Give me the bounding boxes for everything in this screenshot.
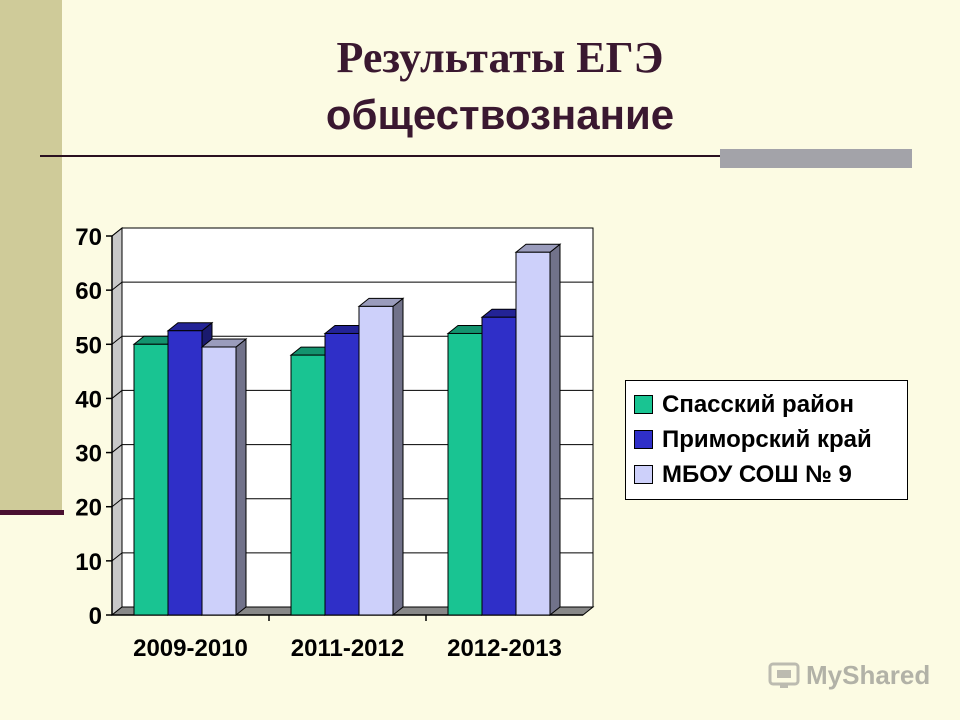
gridline-depth-60 (111, 281, 123, 291)
legend-label-spassky: Спасский район (662, 390, 854, 418)
x-tick-label-1: 2011-2012 (291, 635, 404, 662)
x-tick-label-2: 2012-2013 (447, 635, 562, 662)
bar-side-1-2 (392, 297, 404, 617)
bar-side-2-2 (549, 243, 561, 617)
bar-2-2 (515, 251, 551, 616)
bar-0-2 (201, 346, 237, 616)
bar-0-0 (133, 343, 169, 616)
legend-swatch-school (634, 465, 653, 484)
y-tick-label-0: 0 (89, 603, 102, 630)
legend-swatch-spassky (634, 395, 653, 414)
legend-swatch-primorsky (634, 430, 653, 449)
gridline-depth-50 (111, 335, 123, 345)
x-tick-label-0: 2009-2010 (133, 635, 248, 662)
gridline-depth-40 (111, 390, 123, 399)
y-tick-label-50: 50 (75, 332, 102, 359)
bar-1-2 (358, 305, 394, 616)
y-tick-label-10: 10 (75, 549, 102, 576)
title-line-1: Результаты ЕГЭ (336, 33, 664, 82)
bar-side-0-2 (235, 337, 247, 617)
myshared-logo-icon (768, 662, 800, 688)
title-line-2: обществознание (325, 91, 675, 138)
legend-item-school: МБОУ СОШ № 9 (634, 457, 907, 492)
bar-1-1 (324, 332, 360, 616)
gridline-depth-20 (111, 498, 123, 508)
bar-2-1 (481, 316, 517, 616)
legend-item-spassky: Спасский район (634, 387, 907, 422)
legend-label-school: МБОУ СОШ № 9 (662, 460, 852, 488)
slide-title: Результаты ЕГЭ обществознание (240, 30, 760, 144)
bar-1-0 (290, 354, 326, 616)
y-tick-label-20: 20 (75, 495, 102, 522)
watermark-text: MyShared (806, 659, 931, 690)
y-tick-label-30: 30 (75, 441, 102, 468)
watermark: MyShared (768, 655, 930, 695)
legend-label-primorsky: Приморский край (662, 425, 872, 453)
title-accent-bar (720, 149, 912, 168)
y-tick-label-70: 70 (75, 224, 102, 251)
left-accent-line (0, 510, 64, 515)
bar-2-0 (447, 332, 483, 616)
gridline-depth-30 (111, 444, 123, 453)
legend-item-primorsky: Приморский край (634, 422, 907, 457)
bar-0-1 (167, 330, 203, 616)
chart-legend: Спасский район Приморский край МБОУ СОШ … (625, 380, 908, 500)
gridline-depth-10 (111, 552, 123, 562)
left-decor-band (0, 0, 62, 512)
title-underline (40, 155, 912, 157)
y-tick-label-60: 60 (75, 278, 102, 305)
gridline-depth-70 (111, 227, 123, 237)
y-tick-label-40: 40 (75, 386, 102, 413)
